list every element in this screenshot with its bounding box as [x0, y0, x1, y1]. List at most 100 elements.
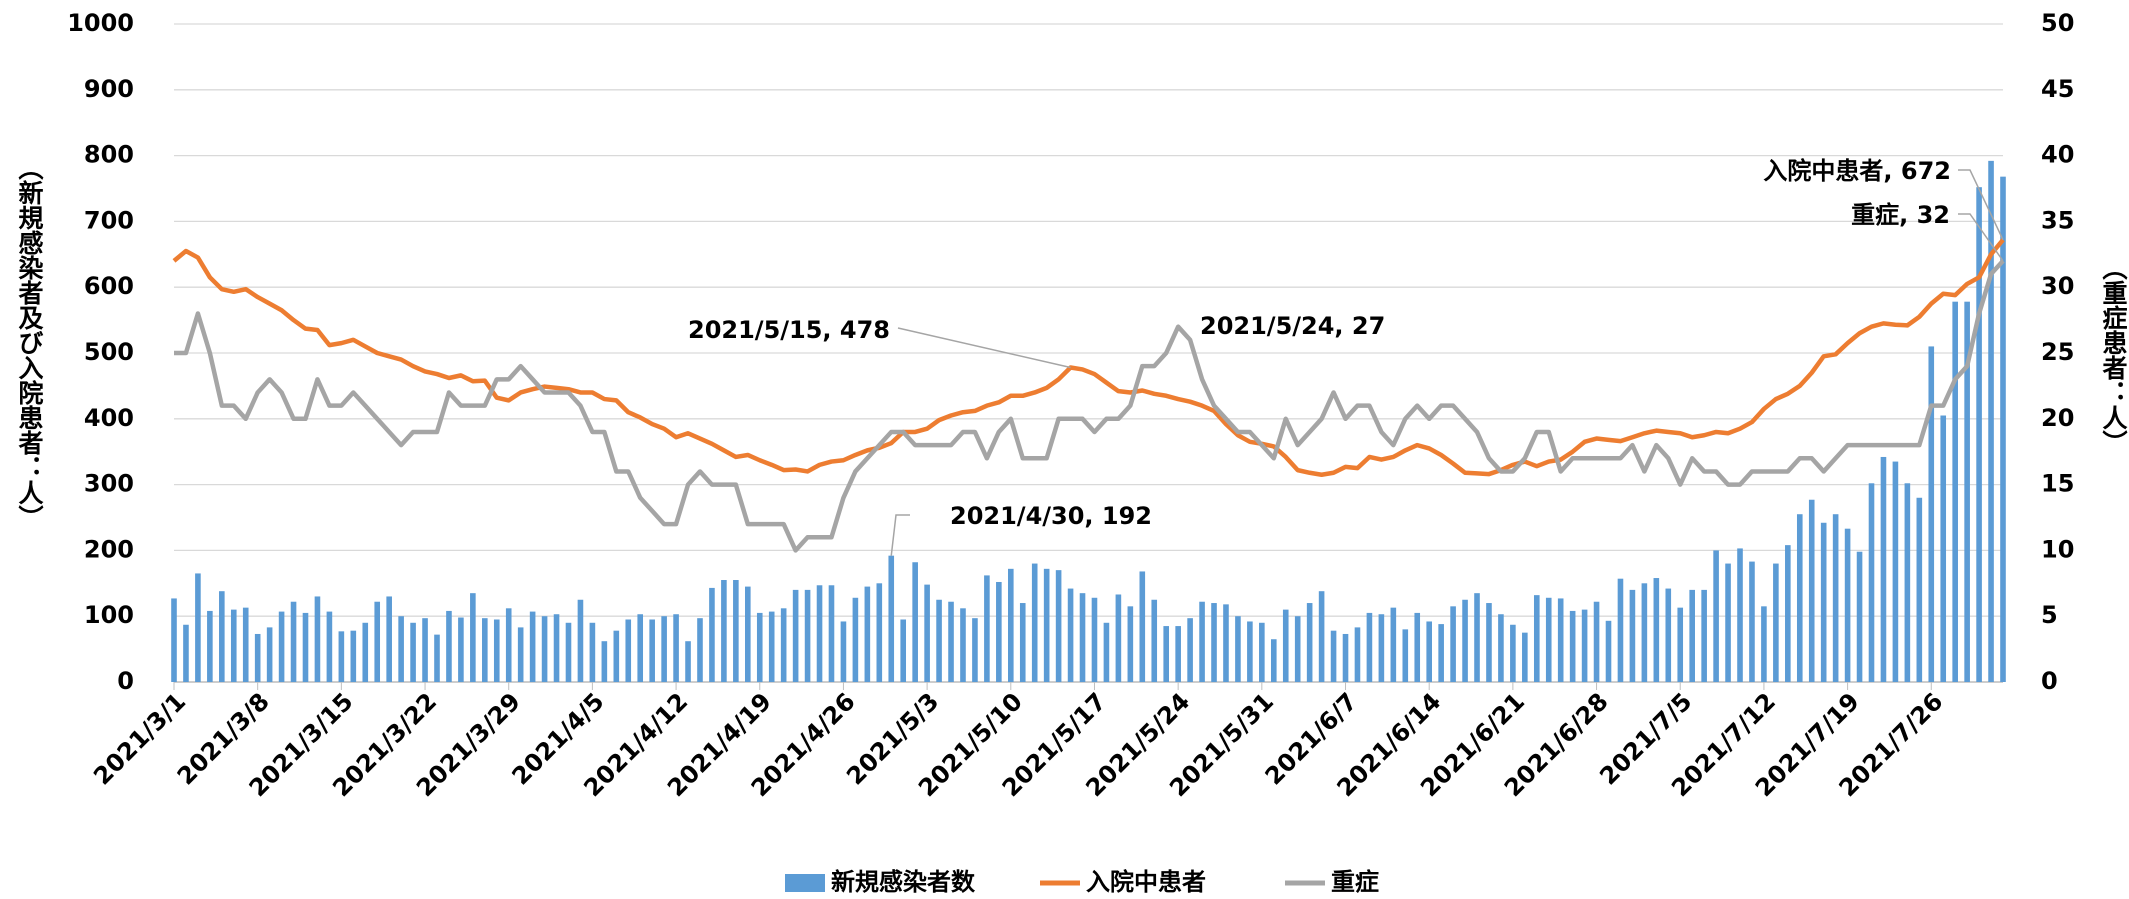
bar: [1402, 629, 1409, 682]
legend-label: 新規感染者数: [831, 868, 976, 896]
y-tick-label: 700: [84, 206, 134, 234]
bar: [1856, 551, 1863, 682]
line-series: [172, 238, 2005, 477]
annotation-leader: [890, 514, 910, 556]
bar: [673, 614, 679, 682]
bar: [1366, 612, 1373, 682]
y-tick-label: 200: [84, 535, 134, 563]
bar: [1306, 603, 1313, 682]
bar: [553, 614, 560, 682]
annotation: 2021/5/15, 478: [688, 316, 890, 344]
bar: [1689, 589, 1695, 682]
bar: [1593, 601, 1600, 682]
annotation: 入院中患者, 672: [1763, 157, 1951, 185]
bar: [314, 596, 321, 682]
legend-swatch: [785, 874, 825, 892]
bar: [1007, 568, 1014, 682]
bar: [1043, 568, 1050, 682]
bar: [1796, 514, 1803, 682]
bar: [912, 562, 918, 682]
bar: [1079, 593, 1086, 682]
bar: [888, 555, 895, 682]
bar: [517, 627, 524, 682]
bar: [1282, 609, 1289, 682]
bar: [768, 611, 775, 682]
bar: [1880, 456, 1887, 682]
y2-tick-label: 40: [2041, 141, 2074, 169]
bar: [1581, 609, 1588, 682]
bar: [1725, 563, 1731, 682]
bar: [876, 583, 883, 682]
bar: [1091, 597, 1098, 682]
bar: [529, 611, 536, 682]
bar: [242, 607, 249, 682]
bar: [1629, 589, 1636, 682]
bar: [1832, 514, 1839, 682]
bar: [589, 622, 596, 682]
bar: [374, 601, 381, 682]
bar: [171, 598, 177, 682]
bar: [1211, 603, 1217, 682]
bar: [1139, 571, 1146, 682]
bar: [1904, 483, 1911, 682]
bar: [505, 608, 512, 682]
y2-tick-label: 35: [2041, 206, 2074, 234]
bar: [1653, 578, 1660, 682]
bar: [1438, 624, 1444, 682]
bar: [840, 621, 847, 682]
bar: [984, 575, 990, 682]
bar: [290, 601, 297, 682]
bar: [1450, 606, 1456, 682]
bar: [446, 610, 452, 682]
bar: [792, 589, 799, 682]
bar: [1964, 301, 1970, 682]
annotation-leader: [897, 327, 1071, 369]
bar: [398, 616, 404, 682]
bar: [721, 580, 727, 682]
bar: [1773, 563, 1779, 682]
bar: [1115, 594, 1122, 682]
bar: [756, 612, 763, 682]
bar: [613, 630, 620, 682]
bar: [195, 573, 201, 682]
y-tick-label: 100: [84, 601, 134, 629]
bar: [804, 589, 811, 682]
y2-tick-label: 45: [2041, 75, 2074, 103]
bar: [1414, 612, 1421, 682]
bar: [637, 614, 644, 682]
bar: [1055, 570, 1062, 682]
bar: [1486, 603, 1492, 682]
bar: [1737, 548, 1743, 682]
bar: [434, 634, 440, 682]
bar: [1749, 561, 1755, 682]
bar: [1330, 630, 1337, 682]
bar: [1354, 627, 1361, 682]
bar: [828, 585, 835, 682]
bar: [864, 586, 871, 682]
bar: [649, 619, 655, 682]
bar: [1785, 545, 1791, 682]
bar: [230, 609, 237, 682]
bar: [960, 608, 966, 682]
bar: [386, 596, 392, 682]
bar: [1378, 614, 1385, 682]
bar: [1940, 415, 1947, 682]
bar: [685, 641, 691, 682]
bar: [1031, 563, 1038, 682]
bar: [482, 618, 488, 682]
bar: [1247, 621, 1253, 682]
bar: [266, 627, 273, 682]
bar: [183, 624, 189, 682]
bar: [852, 597, 859, 682]
bar: [2000, 176, 2006, 682]
annotation: 2021/4/30, 192: [950, 502, 1152, 530]
bar: [1533, 595, 1540, 682]
bar: [1892, 461, 1899, 682]
y-tick-label: 800: [84, 141, 134, 169]
annotation-leader: [1958, 169, 2004, 241]
bar: [1223, 604, 1229, 682]
bar: [1342, 633, 1349, 682]
bar: [1545, 597, 1552, 682]
bar: [410, 622, 416, 682]
y-tick-label: 1000: [67, 9, 134, 37]
